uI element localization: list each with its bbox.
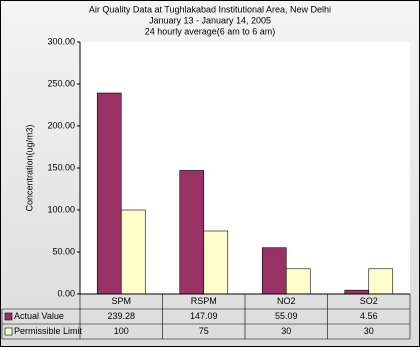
chart-title: Air Quality Data at Tughlakabad Institut…	[89, 4, 331, 14]
x-tick-label: NO2	[277, 296, 296, 306]
bar	[285, 268, 311, 295]
y-tick-label: 250.00	[47, 78, 75, 88]
legend-swatch	[4, 312, 13, 321]
table-value: 75	[199, 326, 209, 336]
table-value: 100	[114, 326, 129, 336]
table-value: 30	[281, 326, 291, 336]
x-tick-label: SO2	[360, 296, 378, 306]
bar	[203, 230, 229, 295]
table-value: 239.28	[107, 311, 135, 321]
y-tick-label: 100.00	[47, 204, 75, 214]
bar	[261, 247, 287, 295]
table-value: 147.09	[190, 311, 218, 321]
y-tick-label: 50.00	[52, 246, 75, 256]
y-tick-label: 0.00	[57, 288, 75, 298]
y-tick-label: 200.00	[47, 120, 75, 130]
y-tick-label: 300.00	[47, 36, 75, 46]
legend-label: Permissible Limit	[14, 326, 83, 336]
bar	[179, 170, 205, 295]
legend-label: Actual Value	[14, 311, 64, 321]
bar	[368, 268, 394, 295]
table-value: 4.56	[360, 311, 378, 321]
bar	[96, 92, 122, 295]
x-tick-label: RSPM	[191, 296, 217, 306]
chart-subtitle: January 13 - January 14, 2005	[149, 15, 271, 25]
bar	[344, 289, 370, 295]
y-axis-title: Concentration(ug/m3)	[24, 124, 34, 211]
table-value: 30	[364, 326, 374, 336]
table-value: 55.09	[275, 311, 298, 321]
x-tick-label: SPM	[111, 296, 131, 306]
bar	[120, 209, 146, 295]
y-tick-label: 150.00	[47, 162, 75, 172]
legend-swatch	[4, 327, 13, 336]
chart-subtitle: 24 hourly average(6 am to 6 am)	[145, 26, 276, 36]
